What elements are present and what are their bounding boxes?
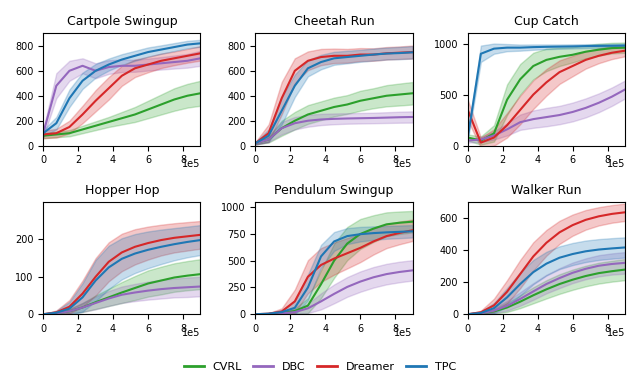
- Text: 1e5: 1e5: [394, 159, 413, 169]
- Title: Cup Catch: Cup Catch: [514, 15, 579, 28]
- Title: Cartpole Swingup: Cartpole Swingup: [67, 15, 177, 28]
- Text: 1e5: 1e5: [394, 328, 413, 338]
- Text: 1e5: 1e5: [182, 159, 200, 169]
- Legend: CVRL, DBC, Dreamer, TPC: CVRL, DBC, Dreamer, TPC: [179, 358, 461, 376]
- Title: Cheetah Run: Cheetah Run: [294, 15, 374, 28]
- Text: 1e5: 1e5: [607, 159, 625, 169]
- Title: Walker Run: Walker Run: [511, 183, 582, 196]
- Text: 1e5: 1e5: [182, 328, 200, 338]
- Title: Hopper Hop: Hopper Hop: [84, 183, 159, 196]
- Text: 1e5: 1e5: [607, 328, 625, 338]
- Title: Pendulum Swingup: Pendulum Swingup: [275, 183, 394, 196]
